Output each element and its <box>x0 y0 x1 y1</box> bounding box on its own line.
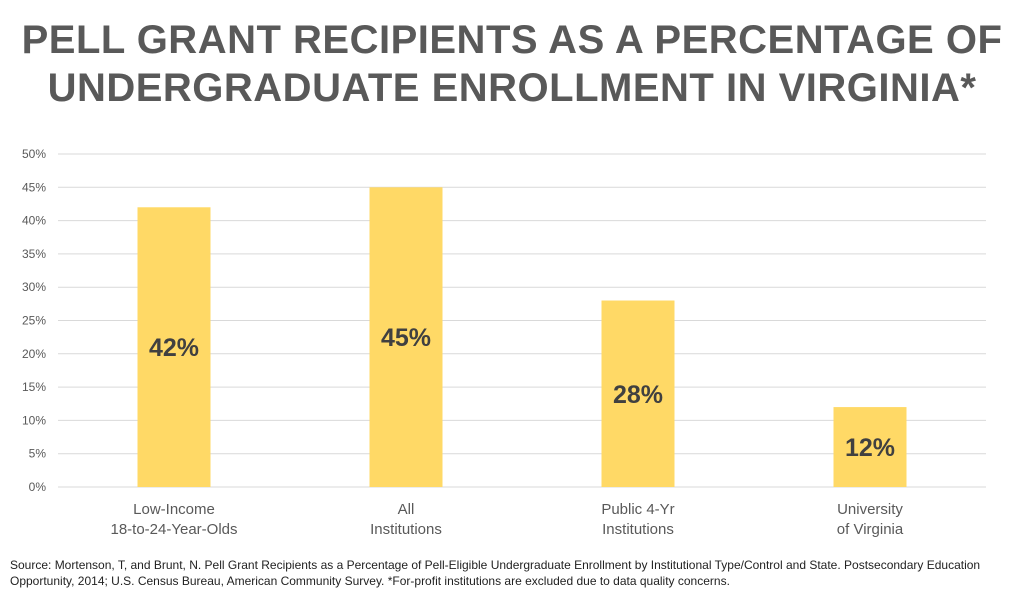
y-tick-label: 40% <box>22 214 46 228</box>
bars <box>137 187 907 488</box>
bar-chart: 0% 5% 10% 15% 20% 25% 30% 35% 40% 45% 50% 42% 45% 28… <box>22 147 986 538</box>
chart-title-line-1: PELL GRANT RECIPIENTS AS A PERCENTAGE OF <box>21 18 1003 62</box>
chart-title: PELL GRANT RECIPIENTS AS A PERCENTAGE OF… <box>0 16 1024 112</box>
x-tick-label: of Virginia <box>837 521 904 538</box>
x-tick-label: Institutions <box>370 521 442 538</box>
x-tick-label: Institutions <box>602 521 674 538</box>
source-note: Source: Mortenson, T, and Brunt, N. Pell… <box>10 558 981 588</box>
x-tick-label: Low-Income <box>133 501 215 518</box>
bar-data-label: 12% <box>845 434 895 462</box>
bar-data-label: 42% <box>149 334 199 362</box>
y-tick-label: 45% <box>22 180 46 194</box>
bar <box>601 300 675 487</box>
chart-title-line-2: UNDERGRADUATE ENROLLMENT IN VIRGINIA* <box>47 66 977 110</box>
bar-data-label: 28% <box>613 381 663 409</box>
y-axis-tick-labels: 0% 5% 10% 15% 20% 25% 30% 35% 40% 45% 50% <box>22 147 46 494</box>
bar-data-labels: 42% 45% 28% 12% <box>149 324 895 462</box>
bar-data-label: 45% <box>381 324 431 352</box>
y-tick-label: 30% <box>22 280 46 294</box>
y-tick-label: 5% <box>29 447 47 461</box>
gridlines <box>58 153 986 488</box>
x-tick-label: University <box>837 501 903 518</box>
y-tick-label: 50% <box>22 147 46 161</box>
y-tick-label: 20% <box>22 347 46 361</box>
x-axis-tick-labels: Low-Income 18-to-24-Year-Olds All Instituti… <box>110 501 903 538</box>
bar <box>137 207 211 487</box>
bar <box>833 407 907 487</box>
bar <box>369 187 443 488</box>
x-tick-label: All <box>398 501 415 518</box>
y-tick-label: 15% <box>22 380 46 394</box>
y-tick-label: 0% <box>29 480 47 494</box>
x-tick-label: Public 4-Yr <box>601 501 674 518</box>
y-tick-label: 35% <box>22 247 46 261</box>
x-tick-label: 18-to-24-Year-Olds <box>110 521 237 538</box>
y-tick-label: 10% <box>22 413 46 427</box>
y-tick-label: 25% <box>22 314 46 328</box>
